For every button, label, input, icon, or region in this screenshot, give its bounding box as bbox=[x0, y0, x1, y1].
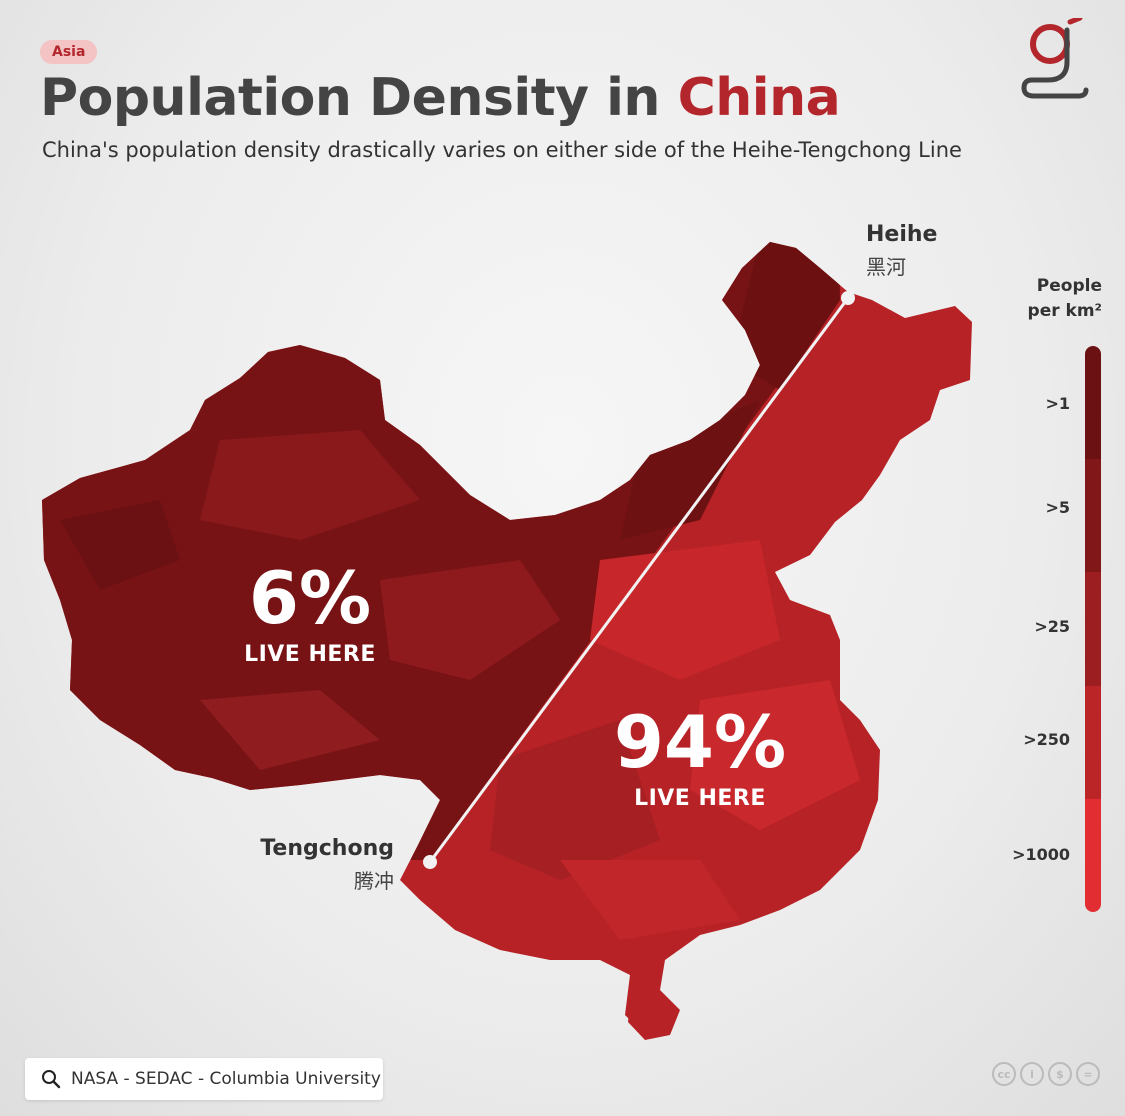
stat-west-percent: 6% bbox=[248, 556, 372, 640]
legend-label: >25 bbox=[1034, 617, 1070, 636]
city-heihe: Heihe 黑河 bbox=[866, 222, 937, 280]
stat-west-label: LIVE HERE bbox=[244, 642, 376, 667]
page-title: Population Density in China bbox=[40, 68, 841, 128]
stat-east-percent: 94% bbox=[613, 700, 787, 784]
legend-swatch bbox=[1085, 572, 1101, 686]
source-box: NASA - SEDAC - Columbia University bbox=[25, 1058, 383, 1100]
heihe-tengchong-line bbox=[428, 297, 850, 863]
stat-east: 94% LIVE HERE bbox=[580, 706, 820, 811]
region-tag: Asia bbox=[40, 40, 98, 64]
source-text: NASA - SEDAC - Columbia University bbox=[71, 1069, 381, 1089]
title-main: Population Density in bbox=[40, 68, 660, 128]
legend-title-line1: People bbox=[1036, 276, 1102, 296]
legend-label: >250 bbox=[1023, 730, 1070, 749]
legend-title: People per km² bbox=[1010, 274, 1102, 323]
city-heihe-name-zh: 黑河 bbox=[866, 255, 906, 279]
legend-label: >1000 bbox=[1012, 845, 1070, 864]
tengchong-marker bbox=[423, 855, 437, 869]
city-tengchong-name-zh: 腾冲 bbox=[354, 869, 394, 893]
page-subtitle: China's population density drastically v… bbox=[42, 138, 962, 162]
nc-icon: $ bbox=[1048, 1062, 1072, 1086]
by-icon: i bbox=[1020, 1062, 1044, 1086]
legend-title-line2: per km² bbox=[1027, 300, 1102, 321]
legend-swatch bbox=[1085, 798, 1101, 912]
search-icon bbox=[42, 1070, 61, 1089]
stat-east-label: LIVE HERE bbox=[634, 786, 766, 811]
heihe-marker bbox=[841, 291, 855, 305]
license-badges: cc i $ = bbox=[992, 1062, 1100, 1086]
brand-logo-icon bbox=[1021, 18, 1089, 99]
legend-color-bar bbox=[1085, 346, 1101, 912]
legend-swatch bbox=[1085, 459, 1101, 573]
stat-west: 6% LIVE HERE bbox=[200, 562, 420, 667]
city-heihe-name: Heihe bbox=[866, 222, 938, 247]
nd-icon: = bbox=[1076, 1062, 1100, 1086]
legend-label: >1 bbox=[1045, 394, 1070, 413]
city-tengchong-name: Tengchong bbox=[260, 836, 394, 861]
legend-swatch bbox=[1085, 685, 1101, 799]
title-accent: China bbox=[677, 68, 841, 128]
legend-swatch bbox=[1085, 346, 1101, 460]
cc-icon: cc bbox=[992, 1062, 1016, 1086]
legend-label: >5 bbox=[1045, 498, 1070, 517]
city-tengchong: Tengchong 腾冲 bbox=[246, 836, 394, 894]
